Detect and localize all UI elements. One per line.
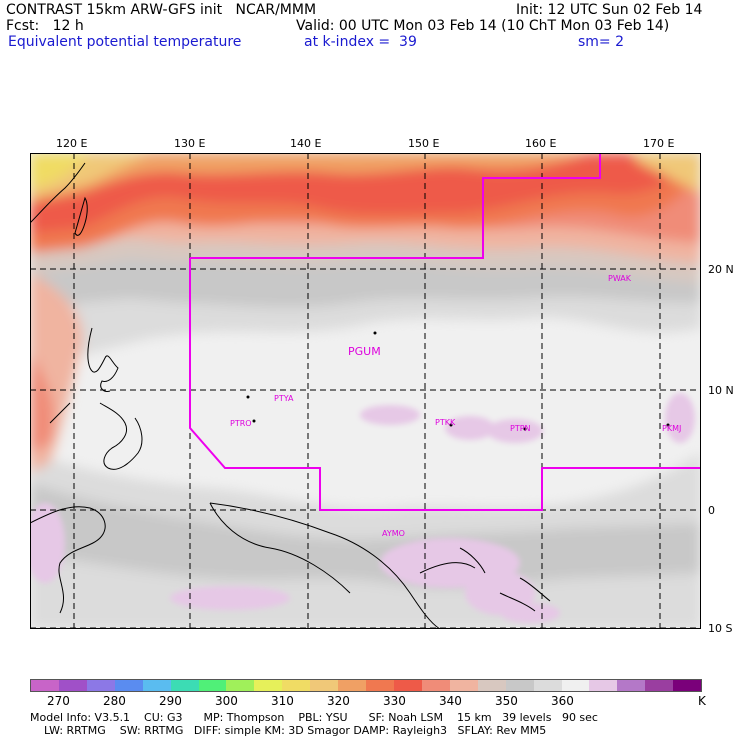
colorbar-label: 330 [383, 694, 406, 708]
model-info-line2: LW: RRTMG SW: RRTMG DIFF: simple KM: 3D … [30, 724, 547, 737]
colorbar-swatch [645, 680, 674, 691]
lon-label-120: 120 E [56, 137, 88, 150]
station-label-pkmj: PKMJ [662, 424, 681, 433]
lat-label-0: 0 [708, 504, 715, 517]
theta-e-field [30, 153, 701, 629]
colorbar [30, 679, 702, 692]
model-info-line1: Model Info: V3.5.1 CU: G3 MP: Thompson P… [30, 711, 598, 724]
lat-label-10n: 10 N [708, 384, 734, 397]
colorbar-swatch [170, 680, 199, 691]
colorbar-swatch [58, 680, 87, 691]
lat-label-10s: 10 S [708, 622, 733, 635]
colorbar-swatch [449, 680, 478, 691]
lon-label-150: 150 E [408, 137, 440, 150]
colorbar-swatch [673, 680, 702, 691]
colorbar-label: 350 [495, 694, 518, 708]
region-boundary [189, 153, 701, 511]
valid-time: Valid: 00 UTC Mon 03 Feb 14 (10 ChT Mon … [296, 18, 670, 34]
station-label-ptkk: PTKK [435, 418, 456, 427]
map-frame [30, 153, 701, 629]
lon-label-140: 140 E [290, 137, 322, 150]
map-panel: PGUM PTYA PTRO PTKK PTPN PKMJ PWAK AYMO [30, 153, 701, 629]
colorbar-swatch [31, 680, 59, 691]
colorbar-swatch [561, 680, 590, 691]
colorbar-label: 320 [327, 694, 350, 708]
colorbar-swatch [477, 680, 506, 691]
colorbar-swatch [114, 680, 143, 691]
colorbar-label: 310 [271, 694, 294, 708]
colorbar-label: 270 [47, 694, 70, 708]
colorbar-swatch [142, 680, 171, 691]
lat-label-20n: 20 N [708, 263, 734, 276]
lon-label-160: 160 E [525, 137, 557, 150]
station-label-pwak: PWAK [608, 274, 632, 283]
colorbar-swatch [589, 680, 618, 691]
station-label-ptpn: PTPN [510, 424, 531, 433]
station-markers [246, 331, 670, 431]
level-index: at k-index = 39 [304, 34, 417, 50]
smoothing: sm= 2 [578, 34, 625, 50]
colorbar-swatch [421, 680, 450, 691]
colorbar-swatch [86, 680, 115, 691]
lon-label-130: 130 E [174, 137, 206, 150]
colorbar-label: K [698, 694, 706, 708]
colorbar-swatch [617, 680, 646, 691]
colorbar-swatch [533, 680, 562, 691]
colorbar-swatch [310, 680, 339, 691]
colorbar-swatch [226, 680, 255, 691]
colorbar-swatch [393, 680, 422, 691]
forecast-hour: Fcst: 12 h [6, 18, 84, 34]
station-label-aymo: AYMO [382, 529, 405, 538]
station-label-ptro: PTRO [230, 419, 252, 428]
lon-label-170: 170 E [643, 137, 675, 150]
colorbar-label: 360 [551, 694, 574, 708]
station-label-pgum: PGUM [348, 345, 381, 358]
colorbar-label: 280 [103, 694, 126, 708]
colorbar-swatch [366, 680, 394, 691]
colorbar-swatch [338, 680, 367, 691]
field-name: Equivalent potential temperature [8, 34, 242, 50]
colorbar-label: 340 [439, 694, 462, 708]
colorbar-swatch [282, 680, 311, 691]
theta-e-map: PGUM PTYA PTRO PTKK PTPN PKMJ PWAK AYMO [30, 153, 701, 629]
colorbar-label: 300 [215, 694, 238, 708]
model-title: CONTRAST 15km ARW-GFS init NCAR/MMM [6, 2, 317, 18]
colorbar-swatch [505, 680, 534, 691]
colorbar-swatch [198, 680, 227, 691]
station-label-ptya: PTYA [274, 394, 294, 403]
coastlines [30, 162, 551, 629]
init-time: Init: 12 UTC Sun 02 Feb 14 [516, 2, 703, 18]
colorbar-swatch [254, 680, 283, 691]
colorbar-label: 290 [159, 694, 182, 708]
